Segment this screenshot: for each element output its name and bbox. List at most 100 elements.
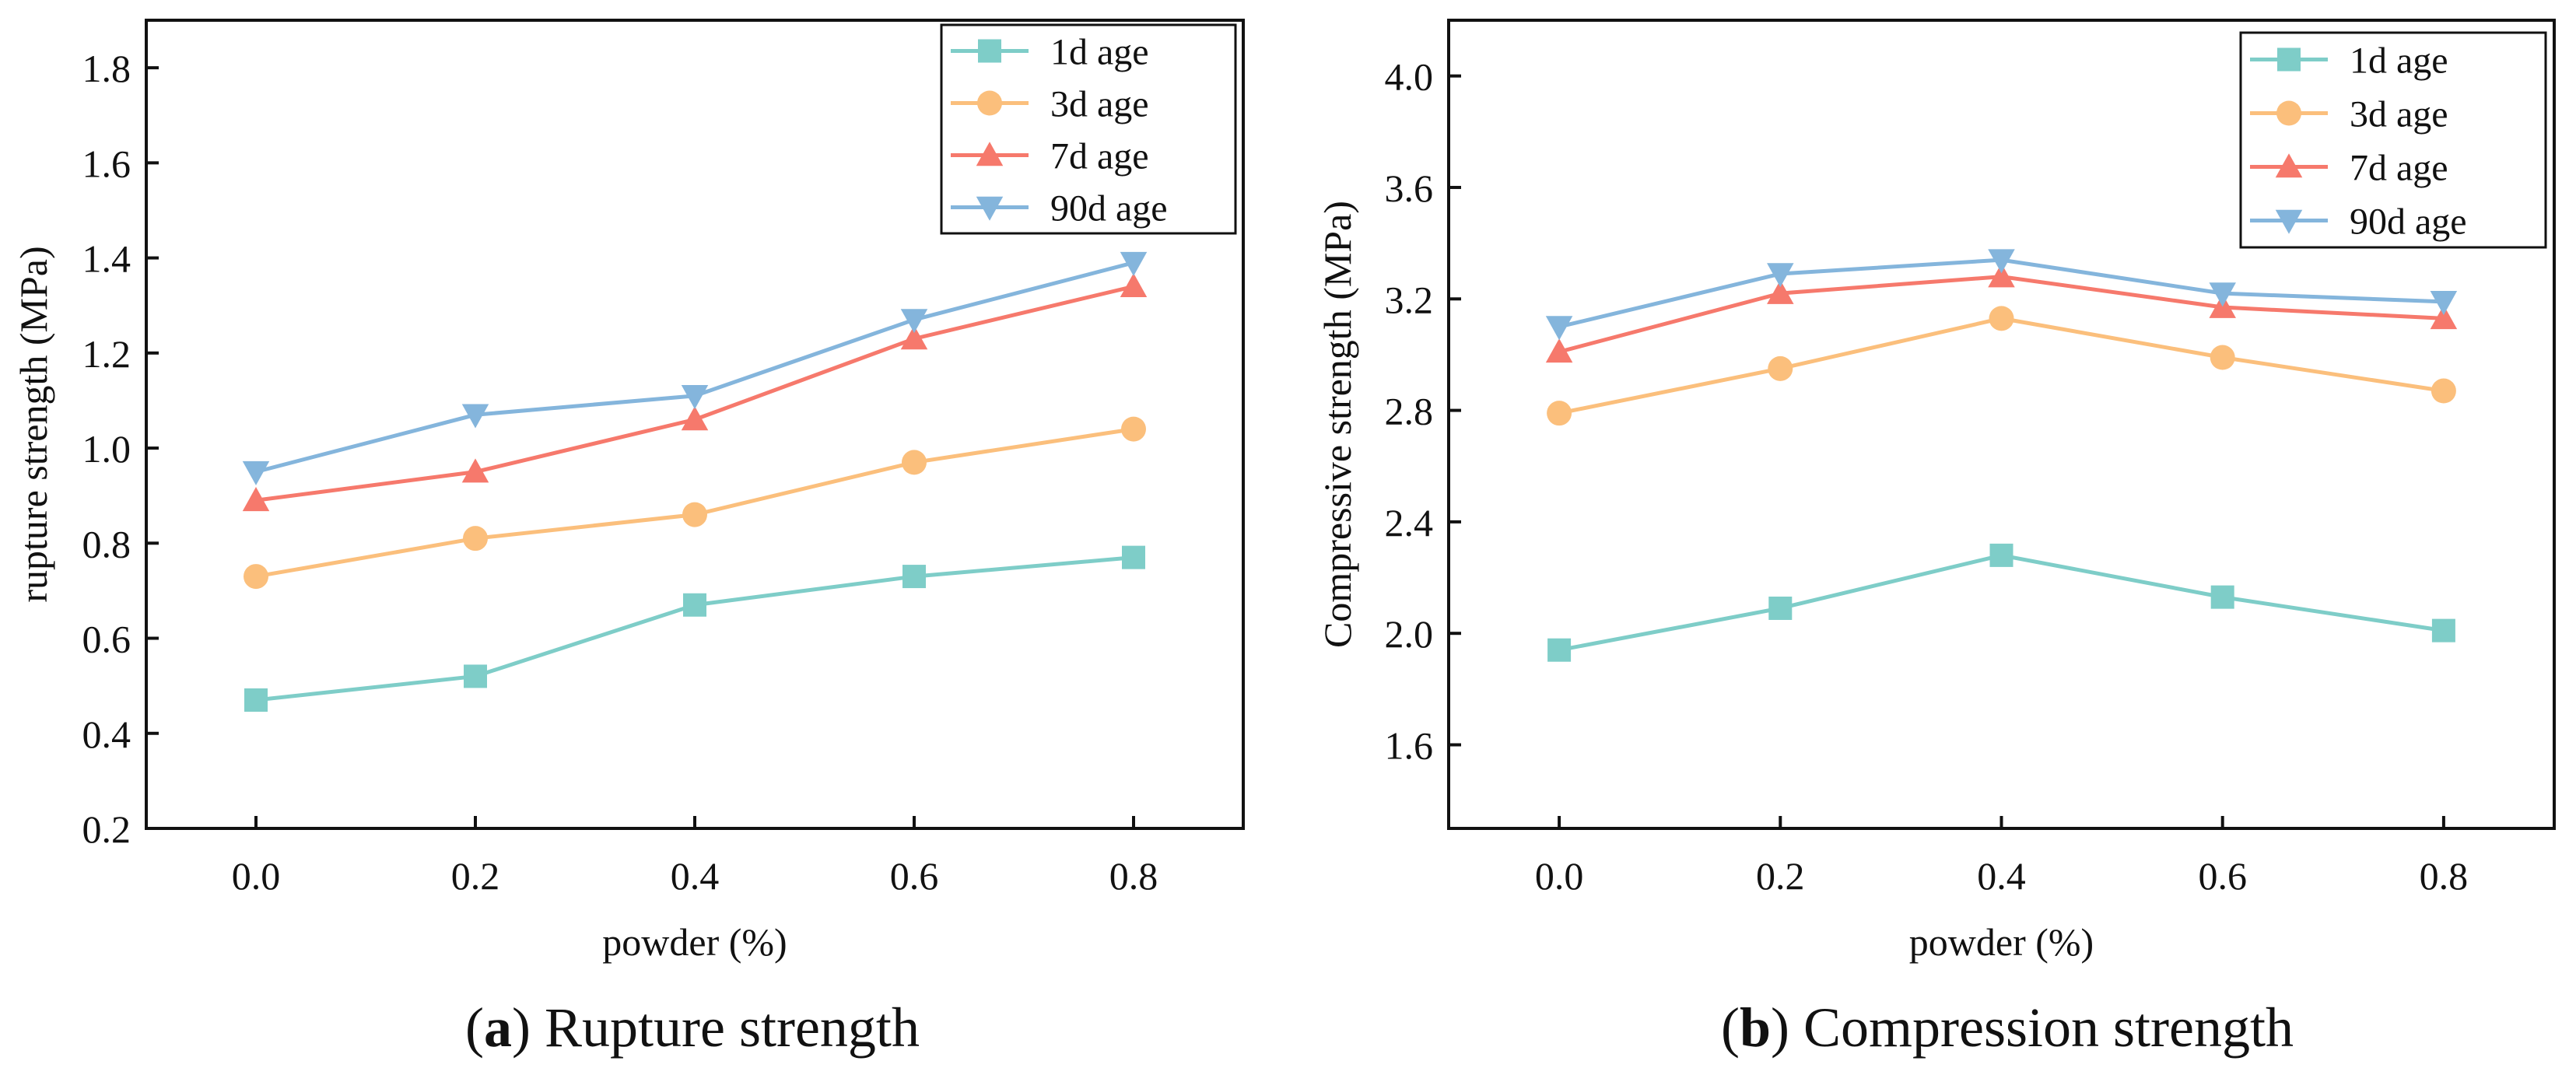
data-point: [1768, 596, 1793, 620]
legend-marker: [2276, 100, 2301, 126]
data-point: [2209, 282, 2236, 307]
series-1: [1547, 543, 2455, 662]
y-tick-label: 0.8: [82, 522, 131, 566]
series-4: [242, 251, 1148, 485]
data-point: [2431, 378, 2456, 404]
series-1: [244, 545, 1145, 712]
caption-a: (a) Rupture strength: [465, 996, 920, 1059]
legend-marker: [2275, 153, 2303, 178]
data-point: [1547, 401, 1572, 426]
data-point: [244, 564, 268, 590]
data-point: [461, 404, 489, 429]
chart-compressive-strength: 1.6 2.0 2.4 2.8 3.2 3.6 4.0 0.0 0.2 0.4 0.6 0.8 powd…: [1316, 19, 2556, 964]
y-tick-label: 1.6: [1385, 724, 1434, 768]
legend-marker: [976, 142, 1004, 166]
y-tick-label: 1.8: [82, 47, 131, 90]
series-2: [244, 416, 1146, 590]
y-tick-label: 4.0: [1385, 55, 1434, 99]
series-3: [242, 273, 1148, 512]
x-tick-label: 0.6: [890, 854, 939, 898]
y-tick-label: 1.0: [82, 427, 131, 471]
data-point: [1547, 638, 1572, 662]
data-point: [683, 593, 706, 617]
legend-label: 3d age: [1050, 84, 1149, 125]
y-axis-label: Compressive strength (MPa): [1316, 201, 1359, 648]
legend-label: 90d age: [2350, 201, 2467, 243]
data-point: [1122, 545, 1145, 569]
legend-label: 1d age: [1050, 32, 1149, 73]
legend-marker: [977, 90, 1002, 116]
data-point: [1768, 355, 1793, 381]
x-axis-label: powder (%): [1909, 920, 2094, 964]
x-tick-label: 0.4: [671, 854, 720, 898]
caption-b: (b) Compression strength: [1721, 996, 2294, 1059]
y-tick-label: 0.6: [82, 618, 131, 661]
y-tick-label: 0.4: [82, 713, 131, 756]
data-point: [1989, 543, 2013, 567]
series-line: [1558, 553, 2445, 653]
data-point: [242, 460, 270, 485]
y-tick-label: 3.6: [1385, 166, 1434, 210]
data-point: [1767, 279, 1794, 304]
data-point: [464, 664, 487, 688]
series-line: [255, 261, 1134, 474]
data-point: [902, 565, 926, 589]
data-point: [900, 325, 928, 350]
series-line: [1558, 316, 2445, 415]
legend-label: 3d age: [2350, 94, 2448, 135]
data-point: [2430, 305, 2458, 330]
caption-a-letter: a: [484, 996, 513, 1059]
x-tick-label: 0.0: [232, 854, 281, 898]
y-tick-label: 2.4: [1385, 501, 1434, 544]
x-tick-label: 0.8: [1109, 854, 1158, 898]
legend-label: 7d age: [2350, 148, 2448, 189]
legend: 1d age 3d age 7d age 90d age: [2239, 31, 2547, 249]
data-point: [2430, 291, 2458, 316]
data-point: [242, 487, 270, 512]
data-point: [2210, 585, 2234, 609]
y-tick-label: 1.4: [82, 237, 131, 281]
caption-b-text: Compression strength: [1803, 996, 2294, 1059]
x-tick-label: 0.2: [451, 854, 500, 898]
data-point: [900, 309, 928, 334]
data-point: [1545, 316, 1573, 341]
y-tick-label: 3.2: [1385, 278, 1434, 321]
data-point: [1767, 263, 1794, 288]
data-point: [1988, 263, 2015, 288]
x-tick-label: 0.6: [2198, 854, 2247, 898]
caption-b-letter: b: [1739, 996, 1772, 1059]
data-point: [682, 502, 707, 527]
y-tick-label: 1.6: [82, 142, 131, 185]
series-2: [1547, 306, 2456, 426]
legend-label: 1d age: [2350, 40, 2448, 82]
legend-marker: [2277, 47, 2301, 72]
y-tick-label: 2.0: [1385, 612, 1434, 656]
data-point: [1989, 306, 2014, 331]
series-line: [255, 555, 1134, 702]
x-tick-label: 0.2: [1756, 854, 1805, 898]
x-tick-label: 0.4: [1977, 854, 2026, 898]
legend: 1d age 3d age 7d age 90d age: [940, 23, 1237, 235]
data-point: [2210, 345, 2235, 370]
legend-marker: [2275, 209, 2303, 234]
x-tick-label: 0.8: [2420, 854, 2469, 898]
data-point: [2431, 618, 2455, 643]
x-tick-label: 0.0: [1535, 854, 1584, 898]
legend-label: 7d age: [1050, 136, 1149, 177]
y-tick-label: 2.8: [1385, 390, 1434, 433]
x-axis-label: powder (%): [602, 920, 787, 964]
data-point: [1120, 273, 1148, 298]
y-tick-label: 1.2: [82, 332, 131, 376]
data-point: [1545, 338, 1573, 363]
data-point: [463, 526, 488, 552]
legend-marker: [976, 196, 1004, 221]
y-axis-label: rupture strength (MPa): [12, 246, 55, 602]
data-point: [1120, 251, 1148, 276]
chart-rupture-strength: 0.2 0.4 0.6 0.8 1.0 1.2 1.4 1.6 1.8 0.0 0.2 0.4 0.6 0…: [12, 19, 1245, 964]
data-point: [681, 385, 709, 410]
legend-label: 90d age: [1050, 188, 1168, 229]
y-tick-label: 0.2: [82, 807, 131, 851]
data-point: [902, 450, 927, 475]
caption-a-text: Rupture strength: [545, 996, 920, 1059]
